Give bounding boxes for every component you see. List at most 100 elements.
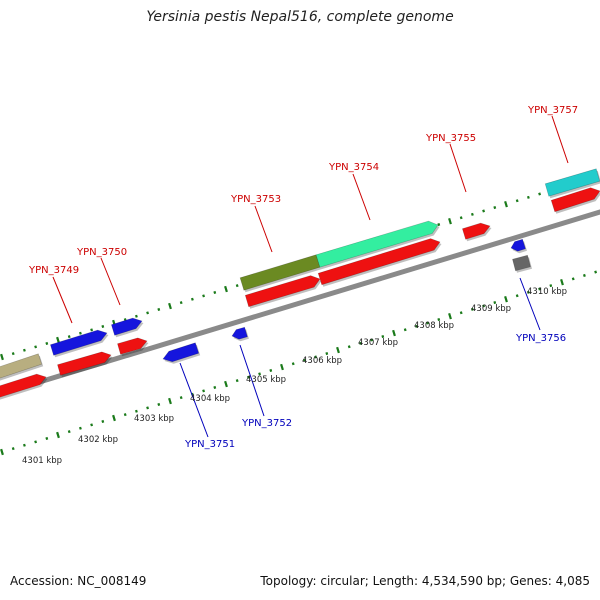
red-feature[interactable] [462, 222, 491, 240]
minor-tick [437, 223, 441, 227]
olive-feature[interactable] [239, 254, 321, 291]
minor-tick [515, 294, 519, 298]
khaki-feature[interactable] [0, 353, 43, 379]
minor-tick [146, 311, 150, 315]
minor-tick [426, 321, 430, 325]
minor-tick [190, 297, 194, 301]
leader-line [449, 143, 467, 193]
minor-tick [101, 419, 105, 423]
minor-tick [179, 301, 183, 305]
minor-tick [90, 423, 94, 427]
minor-tick [526, 195, 530, 199]
blue-feature[interactable] [162, 342, 200, 363]
minor-tick [258, 372, 262, 376]
minor-tick [101, 324, 105, 328]
minor-tick [45, 436, 49, 440]
gene-label-ypn-3749: YPN_3749 [28, 265, 79, 276]
minor-tick [78, 426, 82, 430]
leader-line [239, 344, 265, 417]
kbp-label: 4302 kbp [78, 435, 118, 445]
minor-tick [482, 209, 486, 213]
leader-line [100, 257, 121, 306]
minor-tick [157, 307, 161, 311]
minor-tick [213, 290, 217, 294]
minor-tick [381, 335, 385, 339]
blue-feature[interactable] [50, 329, 108, 356]
red-feature[interactable] [57, 351, 112, 376]
minor-tick [302, 358, 306, 362]
red-feature[interactable] [117, 337, 148, 355]
minor-tick [358, 341, 362, 345]
minor-tick [11, 447, 15, 451]
major-tick [168, 302, 172, 310]
kbp-label: 4301 kbp [22, 456, 62, 466]
gene-label-ypn-3753: YPN_3753 [230, 194, 281, 205]
major-tick [280, 363, 284, 371]
minor-tick [34, 345, 38, 349]
leader-line [352, 173, 371, 221]
minor-tick [235, 284, 239, 288]
major-tick [392, 329, 396, 337]
minor-tick [67, 335, 71, 339]
kbp-label: 4310 kbp [527, 287, 567, 297]
minor-tick [235, 379, 239, 383]
map-title: Yersinia pestis Nepal516, complete genom… [146, 9, 454, 25]
blue-feature[interactable] [231, 326, 248, 340]
red-feature[interactable] [550, 187, 600, 213]
major-tick [504, 201, 508, 208]
minor-tick [571, 277, 575, 281]
leader-line [254, 205, 273, 253]
red-feature[interactable] [244, 275, 321, 308]
minor-tick [582, 273, 586, 277]
minor-tick [314, 355, 318, 359]
minor-tick [291, 362, 295, 366]
minor-tick [146, 406, 150, 410]
kbp-label: 4306 kbp [302, 356, 342, 366]
minor-tick [515, 199, 519, 203]
accession-text: Accession: NC_008149 [10, 574, 147, 588]
minor-tick [90, 328, 94, 332]
major-tick [0, 353, 4, 361]
minor-tick [325, 352, 329, 356]
leader-line [519, 277, 541, 331]
major-tick [560, 279, 564, 286]
gray-feature[interactable] [512, 254, 531, 272]
topology-text: Topology: circular; Length: 4,534,590 bp… [260, 574, 590, 588]
cyan-feature[interactable] [544, 168, 600, 197]
red-feature[interactable] [317, 238, 441, 286]
minor-tick [549, 284, 553, 288]
major-tick [224, 380, 228, 388]
inner-tick-track [0, 270, 598, 456]
minor-tick [45, 341, 49, 345]
major-tick [224, 285, 228, 293]
gene-label-ypn-3756: YPN_3756 [515, 333, 566, 344]
red-feature[interactable] [0, 373, 47, 398]
feature-layer [0, 168, 600, 400]
major-tick [56, 431, 60, 439]
minor-tick [123, 413, 127, 417]
green-feature[interactable] [315, 220, 439, 268]
kbp-label: 4305 kbp [246, 375, 286, 385]
kbp-label: 4307 kbp [358, 338, 398, 348]
major-tick [56, 336, 60, 344]
kbp-label: 4308 kbp [414, 321, 454, 331]
major-tick [336, 346, 340, 354]
blue-feature[interactable] [111, 317, 143, 336]
minor-tick [538, 287, 542, 291]
minor-tick [202, 389, 206, 393]
minor-tick [246, 375, 250, 379]
minor-tick [459, 216, 463, 220]
blue-feature[interactable] [510, 238, 526, 252]
minor-tick [493, 206, 497, 210]
leader-line [179, 362, 209, 438]
major-tick [112, 414, 116, 422]
leader-line [52, 276, 73, 324]
minor-tick [347, 345, 351, 349]
top-leader-lines [52, 115, 569, 324]
kbp-label: 4309 kbp [471, 304, 511, 314]
major-tick [504, 296, 508, 303]
minor-tick [78, 331, 82, 335]
minor-tick [11, 352, 15, 356]
minor-tick [22, 443, 26, 447]
